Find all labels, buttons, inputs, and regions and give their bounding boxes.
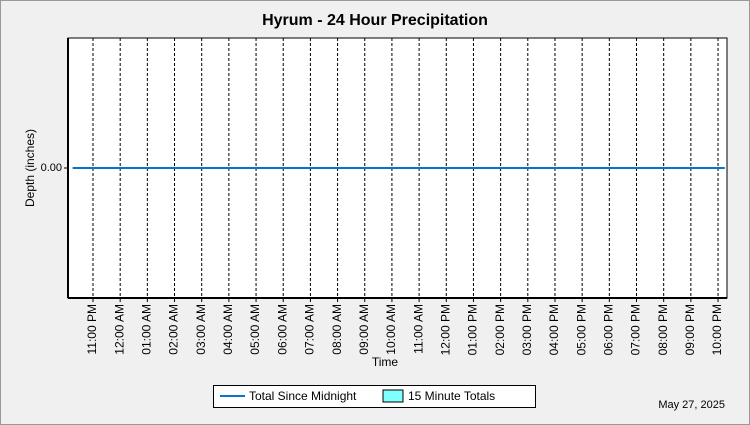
date: May 27, 2025	[658, 399, 725, 411]
x-tick-label: 06:00 PM	[602, 304, 616, 355]
x-tick-label: 04:00 AM	[221, 304, 235, 355]
x-tick-label: 09:00 AM	[357, 304, 371, 355]
x-tick-label: 08:00 PM	[656, 304, 670, 355]
x-tick-label: 12:00 AM	[112, 304, 126, 355]
x-tick-label: 11:00 PM	[85, 304, 99, 354]
legend-label: Total Since Midnight	[249, 389, 357, 403]
x-tick-label: 10:00 AM	[384, 304, 398, 355]
x-axis-label: Time	[372, 355, 399, 369]
y-axis-label: Depth (inches)	[23, 129, 37, 207]
x-tick-label: 04:00 PM	[547, 304, 561, 355]
x-tick-label: 08:00 AM	[330, 304, 344, 355]
x-tick-label: 07:00 PM	[629, 304, 643, 355]
x-tick-label: 03:00 PM	[520, 304, 534, 355]
chart-title: Hyrum - 24 Hour Precipitation	[262, 12, 488, 29]
legend-swatch	[382, 389, 404, 403]
x-tick-label: 03:00 AM	[194, 304, 208, 355]
x-tick-label: 12:00 PM	[438, 304, 452, 355]
x-tick-label: 10:00 PM	[710, 304, 724, 355]
x-tick-label: 06:00 AM	[275, 304, 289, 355]
x-tick-label: 01:00 PM	[466, 304, 480, 355]
legend-label: 15 Minute Totals	[408, 389, 495, 403]
x-tick-label: 02:00 AM	[167, 304, 181, 355]
x-tick-label: 02:00 PM	[493, 304, 507, 355]
x-tick-label: 01:00 AM	[140, 304, 154, 355]
x-tick-label: 05:00 PM	[574, 304, 588, 355]
legend	[213, 385, 536, 408]
x-tick-label: 11:00 AM	[411, 304, 425, 354]
x-tick-label: 07:00 AM	[303, 304, 317, 355]
x-tick-label: 05:00 AM	[248, 304, 262, 355]
x-tick-label: 09:00 PM	[683, 304, 697, 355]
y-tick-label: 0.00	[41, 162, 62, 174]
